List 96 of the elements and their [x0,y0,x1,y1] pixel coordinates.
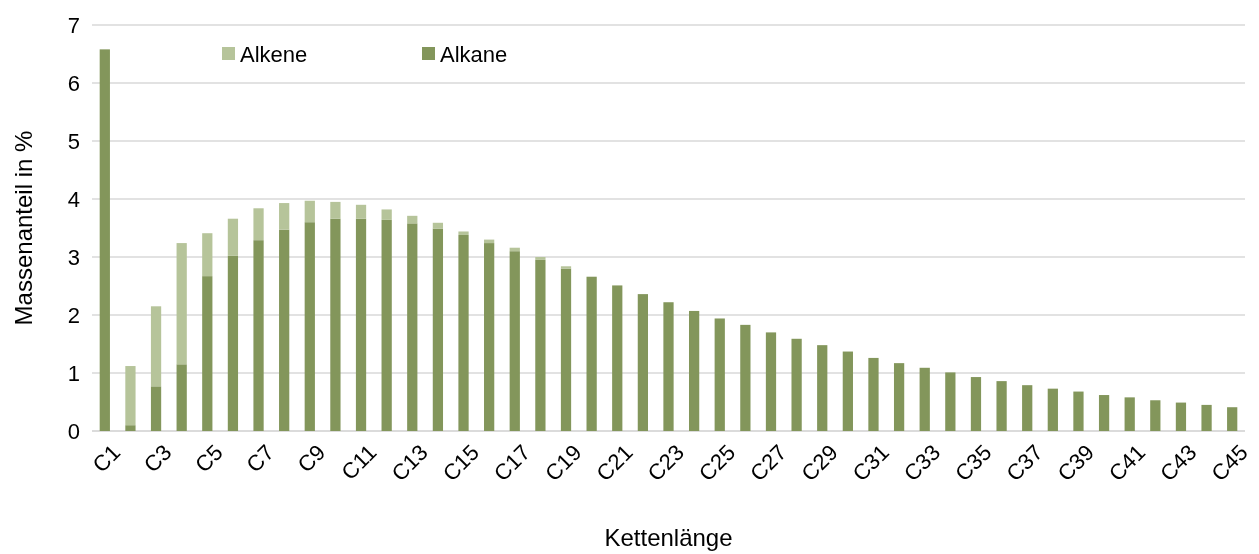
bar [509,251,520,431]
bar [1124,397,1135,431]
x-tick-label: C35 [950,439,997,486]
bar [227,218,239,256]
bar [125,366,136,426]
x-tick-label: C33 [898,439,946,486]
x-tick-label: C27 [745,439,792,486]
bar [330,201,341,219]
x-tick-label: C21 [591,439,638,486]
y-tick-label: 2 [67,302,80,328]
bar [253,208,264,241]
bar [1201,404,1212,431]
y-tick-label: 3 [67,244,80,270]
bar [381,209,392,220]
bar [150,386,162,431]
bar [330,218,341,431]
legend-label: Alkane [440,41,508,67]
bar [150,306,162,387]
bar [407,215,418,224]
y-tick-label: 4 [67,186,80,212]
bar [1175,402,1187,431]
x-tick-label: C13 [386,439,433,486]
x-tick-label: C25 [693,439,741,486]
x-tick-label: C41 [1103,439,1151,486]
x-tick-label: C5 [190,439,228,478]
bar [1098,395,1110,431]
bar [125,425,136,431]
bar [304,222,315,431]
x-tick-label: C17 [488,439,536,486]
x-tick-label: C39 [1052,439,1099,486]
x-tick-label: C15 [437,439,484,486]
x-tick-label: C43 [1155,439,1202,486]
bar [176,243,187,365]
bar [637,294,648,431]
bar [1022,385,1033,431]
x-tick-label: C29 [796,439,843,486]
bar [868,357,879,431]
bar [560,268,572,431]
x-tick-label: C9 [292,439,331,478]
y-tick-label: 1 [67,360,80,386]
legend-label: Alkene [240,41,308,67]
bar [919,367,930,431]
x-tick-label: C37 [1001,439,1048,486]
y-axis-title: Massenanteil in % [10,130,37,326]
bar [765,332,777,431]
bar [893,363,905,431]
bar [612,285,623,431]
x-tick-label: C1 [87,439,126,478]
bar [432,222,444,229]
bar [99,49,110,431]
bar [817,345,828,431]
bar [945,372,956,431]
bar [202,233,213,277]
bar [279,203,290,230]
bar [458,231,469,235]
bar [355,204,367,219]
bar [586,276,597,431]
bar [202,276,213,431]
bar [1047,388,1058,431]
y-tick-label: 0 [67,418,80,444]
bar [1150,400,1161,431]
bar [689,310,700,431]
bar [304,200,315,223]
bar [407,223,418,431]
x-axis-title: Kettenlänge [604,524,733,551]
bar [1073,391,1084,431]
y-tick-label: 5 [67,128,80,154]
bar [535,259,546,431]
bar [996,381,1007,431]
bar [970,377,982,431]
y-tick-label: 6 [67,70,80,96]
bar [484,243,495,431]
bar [791,338,802,431]
bar [253,240,264,431]
bar [560,266,572,269]
x-tick-label: C11 [336,439,382,485]
bar [535,257,546,260]
x-tick-label: C3 [138,439,177,478]
bar [355,218,367,431]
bar [663,302,674,431]
x-tick-label: C23 [642,439,689,486]
bar [279,229,290,431]
bar [458,234,469,431]
x-tick-label: C7 [241,439,279,478]
bar [842,351,853,431]
x-tick-label: C45 [1206,439,1253,486]
bar [714,318,725,431]
bar [176,364,187,431]
x-tick-label: C19 [540,439,587,486]
x-tick-label: C31 [847,439,894,486]
bar [1227,407,1238,431]
bar [432,228,444,431]
bar [381,219,392,431]
bar [740,324,751,431]
bar [227,255,239,431]
y-tick-label: 7 [67,12,80,38]
